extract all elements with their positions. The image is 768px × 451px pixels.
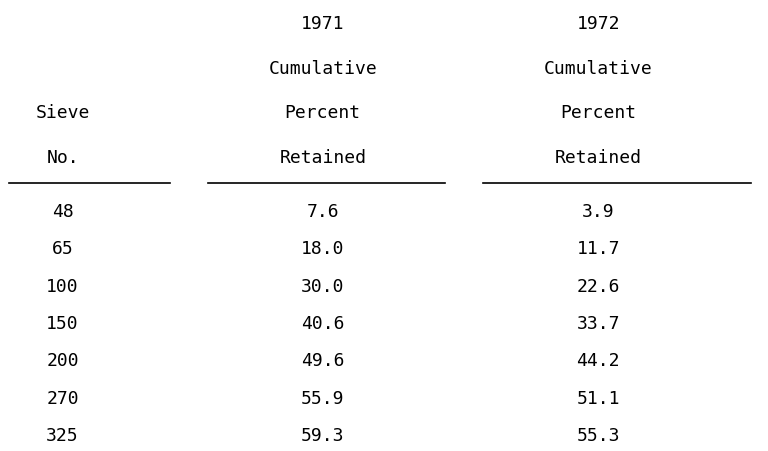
Text: 49.6: 49.6 [301,353,345,370]
Text: 22.6: 22.6 [577,278,620,296]
Text: 30.0: 30.0 [301,278,345,296]
Text: Percent: Percent [560,105,637,123]
Text: No.: No. [46,149,79,167]
Text: 65: 65 [51,240,74,258]
Text: Cumulative: Cumulative [544,60,653,78]
Text: 100: 100 [46,278,79,296]
Text: 40.6: 40.6 [301,315,345,333]
Text: 325: 325 [46,427,79,445]
Text: 48: 48 [51,203,74,221]
Text: 44.2: 44.2 [577,353,620,370]
Text: 200: 200 [46,353,79,370]
Text: 55.9: 55.9 [301,390,345,408]
Text: Retained: Retained [554,149,642,167]
Text: 1972: 1972 [577,15,620,33]
Text: 150: 150 [46,315,79,333]
Text: 55.3: 55.3 [577,427,620,445]
Text: 11.7: 11.7 [577,240,620,258]
Text: 33.7: 33.7 [577,315,620,333]
Text: 270: 270 [46,390,79,408]
Text: 51.1: 51.1 [577,390,620,408]
Text: 7.6: 7.6 [306,203,339,221]
Text: 3.9: 3.9 [582,203,614,221]
Text: Cumulative: Cumulative [268,60,377,78]
Text: Percent: Percent [285,105,361,123]
Text: 18.0: 18.0 [301,240,345,258]
Text: 1971: 1971 [301,15,345,33]
Text: Retained: Retained [280,149,366,167]
Text: 59.3: 59.3 [301,427,345,445]
Text: Sieve: Sieve [35,105,90,123]
